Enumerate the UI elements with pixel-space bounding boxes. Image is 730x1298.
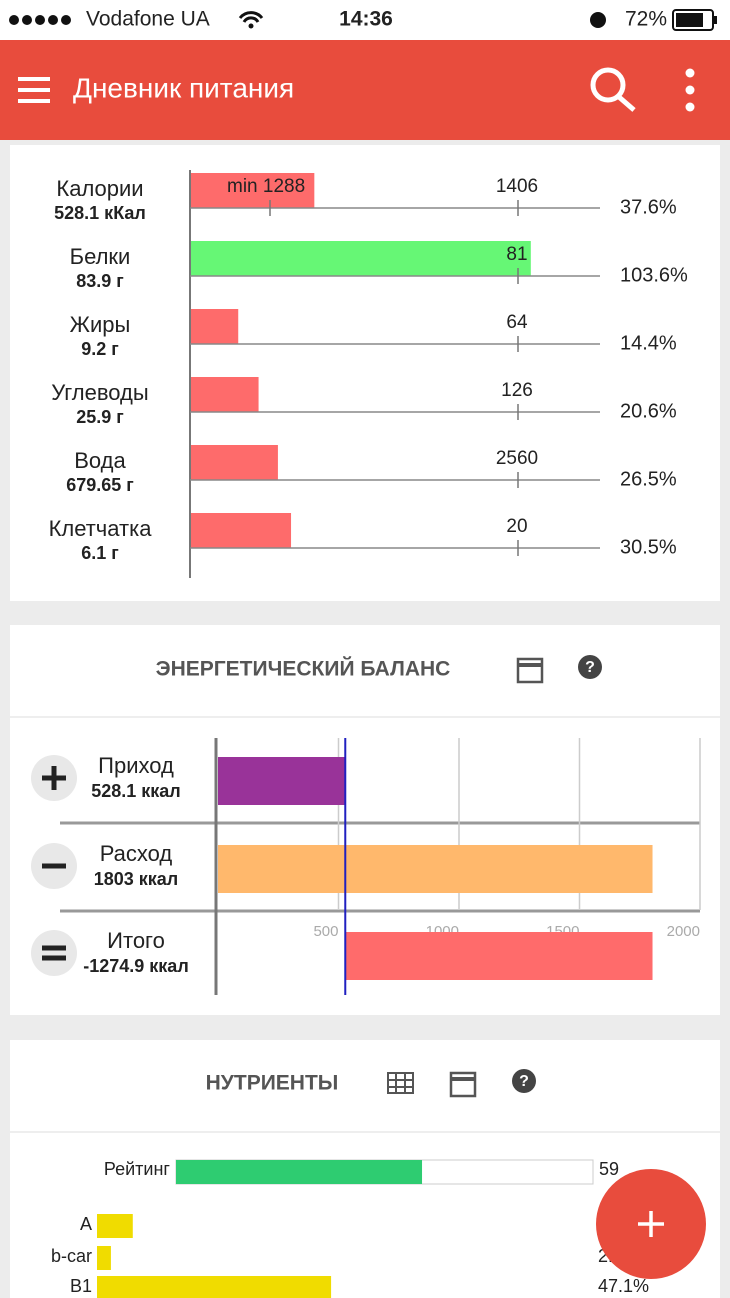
progress-bar bbox=[191, 445, 278, 480]
nutrient-amount: 6.1 г bbox=[81, 543, 119, 563]
nutrient-name: Углеводы bbox=[51, 380, 148, 405]
energy-amount: 1803 ккал bbox=[94, 869, 179, 889]
energy-name: Приход bbox=[98, 753, 174, 778]
menu-button[interactable] bbox=[18, 77, 50, 103]
wifi-dot bbox=[248, 23, 254, 29]
percent-label: 103.6% bbox=[620, 264, 688, 286]
nutrient-amount: 679.65 г bbox=[66, 475, 134, 495]
more-button[interactable] bbox=[685, 68, 695, 112]
target-label: 81 bbox=[506, 244, 527, 265]
progress-bar bbox=[191, 377, 259, 412]
battery-cap bbox=[714, 16, 717, 24]
x-tick-label: 500 bbox=[313, 923, 338, 940]
nutrient-item-percent: 47.1% bbox=[598, 1276, 649, 1296]
alarm bbox=[590, 12, 606, 28]
nutrient-item-bar bbox=[97, 1246, 111, 1270]
energy-title: ЭНЕРГЕТИЧЕСКИЙ БАЛАНС bbox=[156, 657, 451, 681]
nutrient-item-name: A bbox=[80, 1214, 92, 1234]
nutrient-amount: 25.9 г bbox=[76, 407, 124, 427]
app-title: Дневник питания bbox=[73, 72, 294, 103]
energy-name: Расход bbox=[100, 841, 173, 866]
minus-icon bbox=[31, 843, 77, 889]
rating-label: Рейтинг bbox=[104, 1159, 171, 1179]
battery-level bbox=[676, 13, 703, 27]
wifi bbox=[238, 11, 264, 23]
nutrient-item-name: B1 bbox=[70, 1276, 92, 1296]
energy-bar bbox=[345, 932, 653, 980]
carrier: Vodafone UA bbox=[86, 8, 210, 31]
target-label: 1406 bbox=[496, 176, 538, 197]
nutrient-item-bar bbox=[97, 1214, 133, 1238]
energy-bar bbox=[218, 845, 653, 893]
nutrient-name: Калории bbox=[56, 176, 143, 201]
battery-text: 72% bbox=[625, 8, 667, 31]
battery bbox=[672, 9, 714, 31]
target-label: 20 bbox=[506, 516, 527, 537]
help-button[interactable]: ? bbox=[578, 655, 602, 679]
min-label: min 1288 bbox=[227, 176, 305, 197]
nutrient-name: Вода bbox=[74, 448, 126, 473]
time: 14:36 bbox=[339, 8, 393, 31]
add-button[interactable] bbox=[596, 1169, 706, 1279]
app-bar bbox=[0, 40, 730, 140]
progress-bar bbox=[191, 309, 239, 344]
status-bar bbox=[0, 0, 730, 40]
percent-label: 30.5% bbox=[620, 536, 677, 558]
energy-name: Итого bbox=[107, 928, 165, 953]
x-tick-label: 2000 bbox=[667, 923, 700, 940]
percent-label: 14.4% bbox=[620, 332, 677, 354]
nutrient-name: Белки bbox=[70, 244, 131, 269]
progress-bar bbox=[191, 241, 531, 276]
nutrient-name: Клетчатка bbox=[49, 516, 153, 541]
rating-value: 59 bbox=[599, 1159, 619, 1179]
nutrient-amount: 83.9 г bbox=[76, 271, 124, 291]
energy-bar bbox=[218, 757, 346, 805]
svg-text:?: ? bbox=[519, 1073, 529, 1090]
target-label: 126 bbox=[501, 380, 533, 401]
nutrition-card bbox=[10, 145, 720, 601]
calendar-button[interactable] bbox=[516, 657, 544, 684]
energy-amount: 528.1 ккал bbox=[91, 781, 181, 801]
target-label: 64 bbox=[506, 312, 528, 333]
percent-label: 26.5% bbox=[620, 468, 677, 490]
progress-bar bbox=[191, 513, 292, 548]
nutrient-amount: 528.1 кКал bbox=[54, 203, 146, 223]
plus-icon bbox=[31, 755, 77, 801]
rating-bar bbox=[176, 1160, 423, 1184]
search-button[interactable] bbox=[590, 67, 636, 112]
calendar-button[interactable] bbox=[449, 1071, 477, 1098]
energy-amount: -1274.9 ккал bbox=[83, 956, 189, 976]
equals-icon bbox=[31, 930, 77, 976]
target-label: 2560 bbox=[496, 448, 538, 469]
nutrient-item-bar bbox=[97, 1276, 332, 1298]
progress-bar bbox=[191, 173, 315, 208]
table-button[interactable] bbox=[387, 1072, 414, 1094]
percent-label: 20.6% bbox=[620, 400, 677, 422]
signal bbox=[9, 15, 71, 25]
svg-text:?: ? bbox=[585, 659, 595, 676]
nutrient-name: Жиры bbox=[70, 312, 131, 337]
nutrient-item-name: b-car bbox=[51, 1246, 92, 1266]
nutrients-title: НУТРИЕНТЫ bbox=[206, 1072, 339, 1095]
percent-label: 37.6% bbox=[620, 196, 677, 218]
help-button[interactable]: ? bbox=[512, 1069, 536, 1093]
nutrient-amount: 9.2 г bbox=[81, 339, 119, 359]
